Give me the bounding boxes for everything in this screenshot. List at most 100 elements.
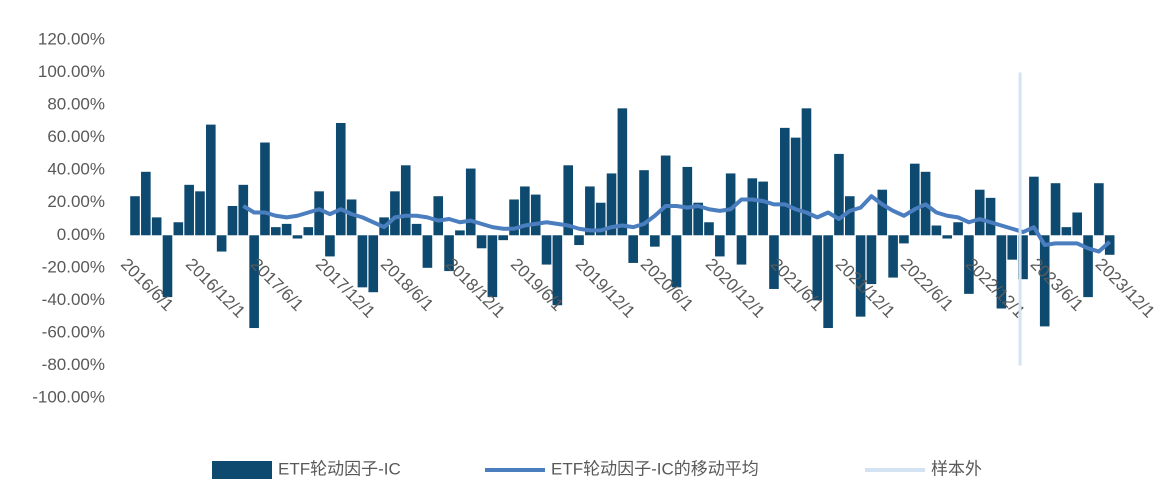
x-tick-label: 2018/12/1 — [442, 255, 509, 322]
y-tick-label: -80.00% — [42, 355, 105, 374]
bar — [693, 202, 703, 236]
bar — [1029, 176, 1039, 236]
bar — [422, 235, 433, 268]
bar — [281, 223, 292, 236]
bar — [476, 235, 487, 249]
bar — [725, 173, 736, 236]
bar — [574, 235, 584, 246]
bar — [184, 184, 194, 236]
bar — [216, 235, 227, 252]
bar — [769, 235, 779, 289]
bar — [520, 186, 530, 236]
x-tick-label: 2016/12/1 — [182, 255, 249, 322]
bar — [909, 163, 920, 236]
bar — [1050, 183, 1061, 236]
bar — [357, 235, 368, 288]
bar — [509, 199, 519, 236]
bar — [736, 235, 747, 265]
bar — [465, 168, 476, 236]
bar — [715, 235, 725, 257]
bar — [899, 235, 909, 244]
bar — [639, 170, 649, 236]
bar — [1039, 235, 1050, 327]
bar — [260, 142, 270, 236]
bar — [1072, 212, 1083, 236]
bar — [617, 108, 628, 236]
bar — [888, 235, 898, 278]
bar — [411, 223, 422, 236]
bar — [660, 155, 671, 236]
x-tick-label: 2023/6/1 — [1027, 255, 1087, 315]
bar — [1061, 227, 1072, 236]
bar — [834, 153, 844, 236]
bar — [1007, 235, 1018, 260]
bar — [812, 235, 823, 301]
bar — [325, 235, 335, 257]
bar — [162, 235, 173, 298]
bar — [130, 196, 140, 236]
bar — [195, 191, 205, 236]
bar — [390, 191, 400, 236]
bar — [455, 230, 465, 236]
bar — [541, 235, 552, 265]
bar — [747, 178, 758, 236]
x-tick-label: 2020/6/1 — [637, 255, 697, 315]
bar — [151, 217, 162, 236]
bar — [141, 171, 151, 236]
bar — [704, 222, 714, 236]
y-tick-label: 0.00% — [57, 225, 105, 244]
bar — [552, 235, 563, 306]
bar — [964, 235, 974, 294]
bar — [433, 196, 444, 236]
bar — [563, 165, 573, 236]
x-tick-label: 2022/6/1 — [897, 255, 957, 315]
bar — [292, 235, 303, 239]
bar — [227, 205, 238, 236]
bar — [206, 124, 216, 236]
y-tick-label: -100.00% — [32, 387, 105, 406]
bar — [942, 235, 953, 239]
legend-label: ETF轮动因子-IC — [278, 459, 401, 478]
bar — [346, 199, 357, 236]
bar — [628, 235, 638, 263]
bar — [1083, 235, 1093, 298]
bar — [270, 227, 281, 236]
bar — [823, 235, 833, 329]
y-tick-label: 80.00% — [47, 95, 105, 114]
bar — [335, 122, 346, 236]
bar — [1104, 235, 1115, 255]
bar — [758, 181, 768, 236]
bar — [801, 108, 812, 236]
bar — [444, 235, 454, 272]
y-tick-label: 100.00% — [38, 62, 105, 81]
bar — [844, 196, 855, 236]
x-tick-label: 2023/12/1 — [1092, 255, 1159, 322]
y-tick-label: -20.00% — [42, 257, 105, 276]
moving-average-line — [242, 194, 1112, 254]
bar — [877, 189, 888, 236]
bar — [487, 235, 498, 298]
bar — [985, 197, 996, 236]
y-tick-label: 120.00% — [38, 29, 105, 48]
bar — [974, 189, 985, 236]
legend-label: 样本外 — [931, 459, 982, 478]
legend-label: ETF轮动因子-IC的移动平均 — [551, 459, 759, 478]
bar — [368, 235, 379, 293]
bar — [866, 235, 877, 285]
y-tick-label: 20.00% — [47, 192, 105, 211]
bar — [650, 235, 660, 247]
bar — [173, 222, 184, 236]
legend-swatch — [212, 461, 272, 479]
bar — [606, 173, 617, 236]
x-tick-label: 2019/12/1 — [572, 255, 639, 322]
bar — [855, 235, 866, 317]
bar — [400, 165, 411, 236]
bar — [682, 166, 693, 236]
bar — [790, 137, 801, 236]
bar — [1018, 235, 1028, 280]
bar — [303, 227, 314, 236]
bar — [1094, 183, 1104, 236]
bar — [498, 235, 509, 241]
bar — [249, 235, 259, 329]
